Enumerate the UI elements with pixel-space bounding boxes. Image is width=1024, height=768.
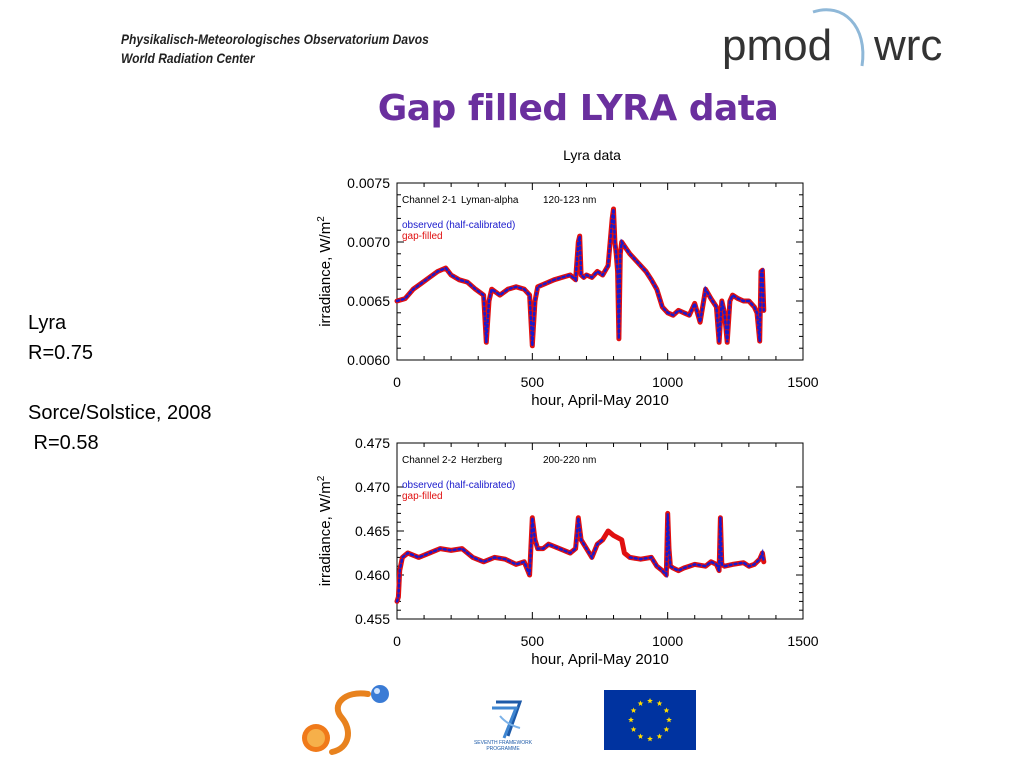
logo-arc: [812, 8, 865, 67]
y-axis-label-superscript: 2: [316, 475, 327, 481]
fp7-text-2: PROGRAMME: [486, 746, 520, 752]
star-icon: [663, 726, 670, 732]
wavelength-label: 120-123 nm: [543, 195, 596, 206]
star-icon: [637, 700, 644, 706]
chart-channel-2-2: 0 500 1000 1500 0.455 0.460 0.465 0.470 0.475 hou…: [316, 435, 819, 668]
channel-label: Channel 2-1: [402, 195, 457, 206]
side-text-line-2: R=0.75: [28, 342, 94, 364]
y-axis-label: irradiance, W/m2: [316, 475, 334, 586]
sun-icon: [302, 724, 330, 752]
series-observed: [395, 208, 766, 346]
band-label: Herzberg: [461, 455, 502, 466]
pmod-wrc-logo: pmod wrc: [722, 8, 942, 70]
star-icon: [663, 707, 670, 713]
y-tick-label: 0.0075: [347, 175, 390, 191]
x-tick-label: 0: [393, 633, 401, 649]
star-icon: [666, 717, 672, 723]
eu-stars: [628, 698, 672, 742]
star-icon: [628, 717, 634, 723]
fp7-text-1: SEVENTH FRAMEWORK: [474, 740, 533, 746]
y-tick-label: 0.460: [355, 567, 390, 583]
y-tick-label: 0.0070: [347, 234, 390, 250]
chart-channel-2-1: 0 500 1000 1500 0.0060 0.0065 0.0070 0.0075 hour…: [316, 175, 819, 409]
x-tick-label: 500: [521, 633, 545, 649]
slide-title: Gap filled LYRA data: [377, 88, 779, 129]
x-axis-label: hour, April-May 2010: [531, 651, 669, 668]
logo-text-pmod: pmod: [722, 21, 832, 70]
x-axis-label: hour, April-May 2010: [531, 392, 669, 409]
y-tick-label: 0.455: [355, 611, 390, 627]
star-icon: [630, 707, 637, 713]
figure-title: Lyra data: [563, 147, 621, 163]
plot-frame: [396, 182, 804, 361]
series-gap-filled: [394, 206, 767, 349]
y-tick-label: 0.465: [355, 523, 390, 539]
star-icon: [656, 733, 663, 739]
y-axis-label-text: irradiance, W/m: [317, 481, 334, 586]
globe-icon: [371, 685, 389, 703]
eu-flag: [604, 690, 696, 750]
star-icon: [647, 736, 653, 742]
institute-line-1: Physikalisch-Meteorologisches Observator…: [121, 31, 429, 47]
star-icon: [630, 726, 637, 732]
x-tick-label: 0: [393, 374, 401, 390]
series-observed: [395, 517, 604, 603]
y-axis-label-text: irradiance, W/m: [317, 222, 334, 327]
institute-name: Physikalisch-Meteorologisches Observator…: [121, 30, 429, 68]
x-tick-label: 1000: [652, 374, 683, 390]
side-text-line-3: Sorce/Solstice, 2008: [28, 402, 212, 424]
band-label: Lyman-alpha: [461, 195, 519, 206]
side-text-line-4: R=0.58: [28, 432, 99, 454]
star-icon: [647, 698, 653, 704]
legend-observed: observed (half-calibrated): [402, 220, 515, 231]
series-observed: [628, 513, 766, 579]
legend-gap-filled: gap-filled: [402, 491, 443, 502]
y-axis-label-superscript: 2: [316, 216, 327, 222]
swoosh-icon: [329, 690, 371, 755]
proba2-logo: [302, 685, 389, 755]
y-axis-label: irradiance, W/m2: [316, 216, 334, 327]
fp7-logo: SEVENTH FRAMEWORK PROGRAMME: [474, 700, 533, 752]
legend-gap-filled: gap-filled: [402, 231, 443, 242]
star-icon: [637, 733, 644, 739]
series-gap-filled: [394, 510, 767, 604]
x-tick-label: 1000: [652, 633, 683, 649]
y-tick-label: 0.0065: [347, 293, 390, 309]
side-text-line-1: Lyra: [28, 312, 67, 334]
channel-label: Channel 2-2: [402, 455, 457, 466]
plot-frame: [396, 442, 804, 620]
side-text: Lyra R=0.75 Sorce/Solstice, 2008 R=0.58: [28, 308, 211, 458]
y-tick-label: 0.475: [355, 435, 390, 451]
institute-line-2: World Radiation Center: [121, 50, 255, 66]
y-tick-label: 0.470: [355, 479, 390, 495]
x-tick-label: 1500: [787, 633, 818, 649]
x-tick-label: 1500: [787, 374, 818, 390]
y-tick-label: 0.0060: [347, 352, 390, 368]
wavelength-label: 200-220 nm: [543, 455, 596, 466]
star-icon: [656, 700, 663, 706]
x-tick-label: 500: [521, 374, 545, 390]
legend-observed: observed (half-calibrated): [402, 480, 515, 491]
logo-text-wrc: wrc: [873, 21, 942, 70]
